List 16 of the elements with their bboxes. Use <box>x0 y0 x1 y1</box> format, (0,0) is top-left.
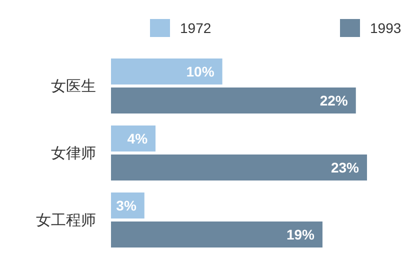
bar <box>111 126 156 152</box>
data-label: 10% <box>186 64 215 80</box>
y-tick-label: 女工程师 <box>36 212 96 229</box>
bar <box>111 222 322 248</box>
y-tick-label: 女医生 <box>51 78 96 95</box>
data-label: 23% <box>330 160 360 176</box>
data-label: 4% <box>127 130 148 146</box>
bar <box>111 88 356 114</box>
data-label: 3% <box>116 198 137 214</box>
bar <box>111 154 367 180</box>
data-label: 22% <box>320 92 348 108</box>
legend-label: 1993 <box>370 20 402 36</box>
legend-label: 1972 <box>180 20 212 36</box>
bar <box>111 58 222 84</box>
y-tick-label: 女律师 <box>51 145 96 162</box>
data-label: 19% <box>286 226 316 242</box>
